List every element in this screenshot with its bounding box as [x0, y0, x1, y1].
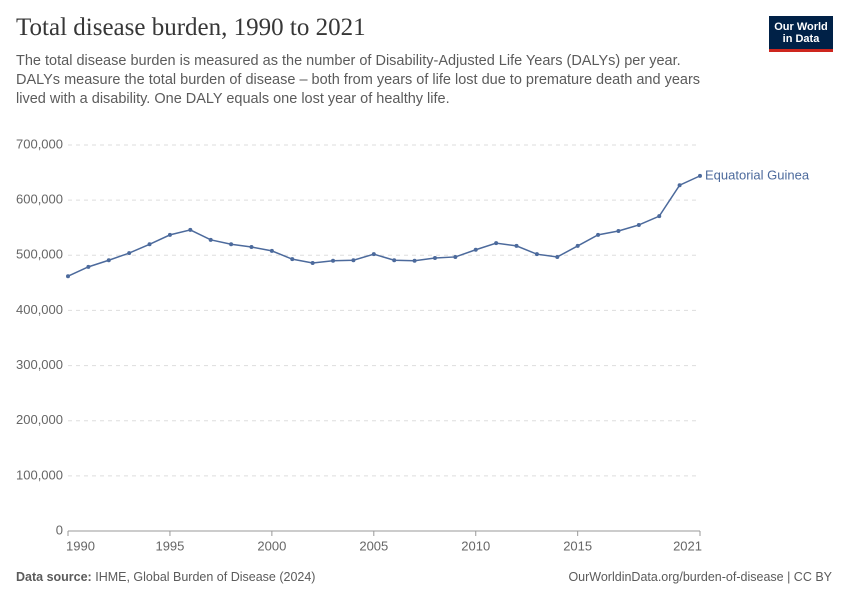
data-point: [555, 254, 560, 259]
data-point: [453, 254, 458, 259]
data-point: [392, 258, 397, 263]
source-text: IHME, Global Burden of Disease (2024): [95, 570, 316, 584]
data-point: [106, 258, 111, 263]
series-line: [67, 175, 701, 277]
x-tick-label: 2000: [257, 538, 286, 553]
chart-title: Total disease burden, 1990 to 2021: [16, 14, 366, 41]
y-tick-label: 300,000: [16, 357, 63, 372]
data-point: [310, 261, 315, 266]
data-point: [167, 232, 172, 237]
x-tick-label: 2010: [461, 538, 490, 553]
data-point: [616, 229, 621, 234]
y-tick-label: 600,000: [16, 192, 63, 207]
chart: 0 100,000 200,000 300,000 400,000 500,000 600,…: [16, 136, 810, 553]
data-point: [636, 222, 641, 227]
data-point: [208, 237, 213, 242]
logo[interactable]: Our World in Data: [769, 16, 833, 52]
data-point: [269, 248, 274, 253]
data-point: [657, 214, 662, 219]
data-point: [127, 251, 132, 256]
data-point: [494, 241, 499, 246]
source-url[interactable]: OurWorldinData.org/burden-of-disease | C…: [568, 570, 832, 584]
y-tick-label: 700,000: [16, 136, 63, 151]
data-point: [575, 243, 580, 248]
logo-line: Our World: [774, 21, 828, 33]
data-point: [147, 242, 152, 247]
data-point: [229, 242, 234, 247]
data-point: [188, 227, 193, 232]
source-label: Data source:: [16, 570, 92, 584]
data-point: [66, 274, 70, 279]
y-tick-label: 500,000: [16, 247, 63, 262]
data-point: [473, 247, 478, 252]
data-point: [514, 243, 519, 248]
chart-subtitle: The total disease burden is measured as …: [16, 53, 701, 107]
x-tick-label: 2015: [563, 538, 592, 553]
x-tick-label: 1990: [66, 538, 95, 553]
logo-line: in Data: [782, 33, 820, 45]
series-label: Equatorial Guinea: [705, 167, 810, 182]
data-point: [534, 252, 539, 257]
data-point: [677, 183, 682, 188]
data-point: [290, 257, 295, 262]
data-point: [371, 252, 376, 257]
y-tick-label: 100,000: [16, 467, 63, 482]
x-tick-label: 2021: [673, 538, 702, 553]
source: Data source: IHME, Global Burden of Dise…: [16, 570, 315, 584]
y-tick-label: 400,000: [16, 302, 63, 317]
data-point: [412, 258, 417, 263]
data-point: [86, 264, 91, 269]
x-tick-label: 2005: [359, 538, 388, 553]
data-point: [249, 245, 254, 250]
data-point: [331, 258, 336, 263]
data-point: [596, 232, 601, 237]
data-point: [432, 256, 437, 261]
data-point: [698, 173, 702, 178]
data-point: [351, 258, 356, 263]
x-tick-label: 1995: [155, 538, 184, 553]
y-tick-label: 0: [56, 522, 63, 537]
y-tick-label: 200,000: [16, 412, 63, 427]
